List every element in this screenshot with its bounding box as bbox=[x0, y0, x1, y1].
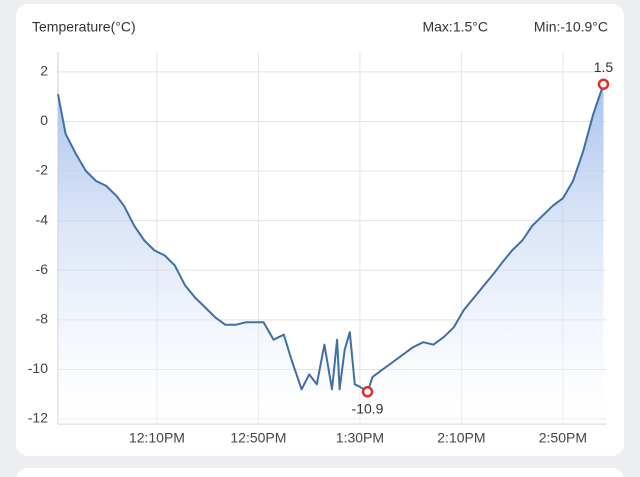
extreme-marker bbox=[597, 78, 610, 90]
extreme-label: 1.5 bbox=[594, 59, 614, 75]
y-tick-label: -6 bbox=[36, 261, 49, 277]
min-text: Min:-10.9°C bbox=[534, 19, 608, 35]
x-tick-label: 1:30PM bbox=[336, 430, 384, 446]
area bbox=[58, 84, 604, 424]
x-tick-label: 2:10PM bbox=[437, 430, 485, 446]
extreme-marker bbox=[361, 386, 374, 398]
y-tick-label: 2 bbox=[40, 63, 48, 79]
next-card bbox=[16, 468, 624, 477]
x-tick-label: 12:10PM bbox=[129, 430, 185, 446]
y-tick-label: -8 bbox=[36, 311, 49, 327]
y-tick-label: -2 bbox=[36, 162, 49, 178]
line bbox=[57, 83, 605, 393]
y-tick-label: -10 bbox=[28, 360, 48, 376]
y-tick-label: -12 bbox=[28, 410, 48, 426]
y-tick-label: -4 bbox=[36, 211, 49, 227]
y-tick-label: 0 bbox=[40, 112, 48, 128]
max-text: Max:1.5°C bbox=[422, 19, 488, 35]
chart-title: Temperature(°C) bbox=[32, 19, 136, 35]
extreme-label: -10.9 bbox=[352, 400, 384, 416]
x-tick-label: 2:50PM bbox=[539, 430, 587, 446]
x-tick-label: 12:50PM bbox=[230, 430, 286, 446]
